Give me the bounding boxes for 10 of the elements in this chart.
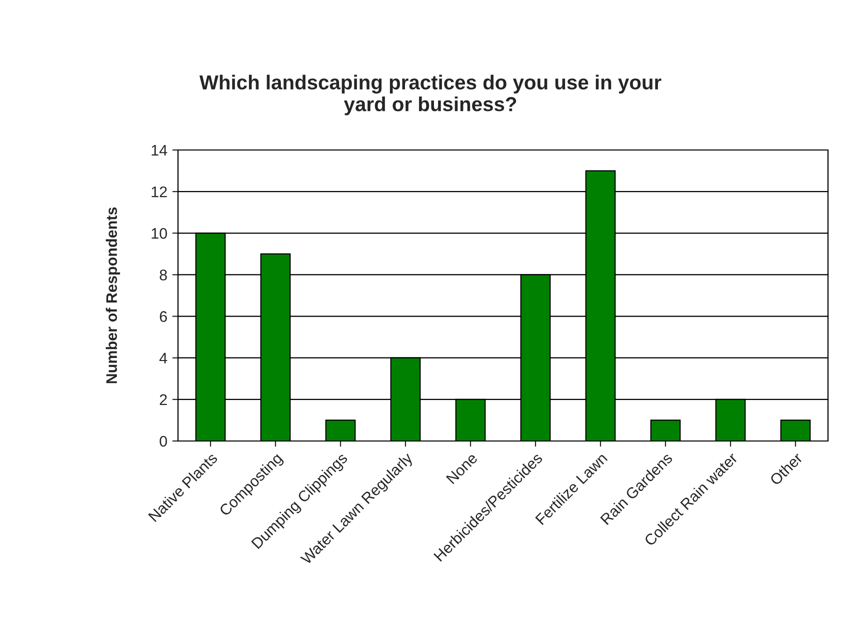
y-tick-label: 12 <box>152 186 167 198</box>
y-tick-label: 8 <box>160 270 167 280</box>
y-tick-label: 14 <box>152 145 168 156</box>
y-tick-label: 2 <box>160 394 167 405</box>
y-tick-label: 4 <box>159 352 168 364</box>
chart-title: Which landscaping practices do you use in your yard or business? <box>199 74 662 116</box>
y-tick-label: 0 <box>160 436 167 447</box>
y-tick-label: 6 <box>160 311 167 322</box>
y-axis-title: Number of Respondents <box>106 207 120 384</box>
y-tick-label: 10 <box>152 228 167 239</box>
